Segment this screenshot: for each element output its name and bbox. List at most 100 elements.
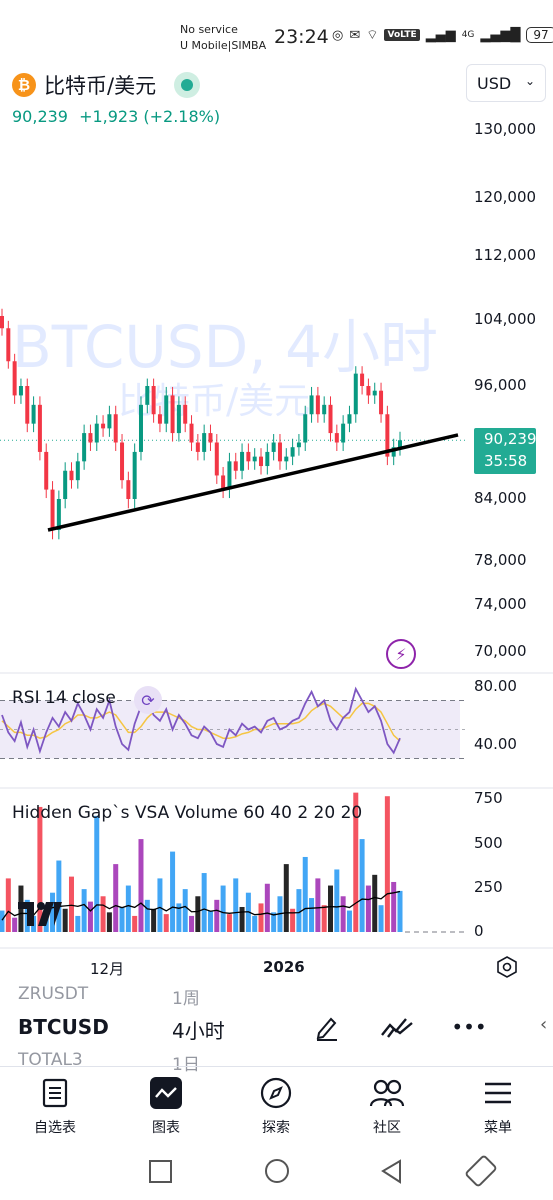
symbol-name[interactable]: 比特币/美元 bbox=[44, 74, 157, 98]
candle-body bbox=[398, 440, 402, 448]
candle-body bbox=[379, 390, 384, 415]
rsi-level-80: 80.00 bbox=[474, 677, 517, 695]
candle-body bbox=[227, 461, 232, 490]
carrier-line-1: No service bbox=[180, 23, 238, 36]
volume-bar bbox=[56, 860, 62, 932]
candle-body bbox=[246, 451, 251, 462]
price-chart[interactable] bbox=[0, 100, 553, 980]
current-symbol[interactable]: BTCUSD bbox=[18, 1015, 109, 1039]
volume-bar bbox=[296, 889, 302, 932]
more-button[interactable]: ••• bbox=[451, 1010, 487, 1044]
next-symbol[interactable]: TOTAL3 bbox=[18, 1050, 83, 1070]
bitcoin-icon: ₿ bbox=[12, 73, 36, 97]
currency-select[interactable]: USD ⌄ bbox=[466, 64, 546, 102]
nav-chart[interactable]: 图表 bbox=[126, 1075, 206, 1137]
volume-title[interactable]: Hidden Gap`s VSA Volume 60 40 2 20 20 bbox=[12, 803, 363, 823]
candle-body bbox=[372, 390, 377, 396]
price-axis-label: 130,000 bbox=[474, 120, 537, 138]
current-interval[interactable]: 4小时 bbox=[172, 1019, 225, 1043]
candle-body bbox=[0, 316, 4, 329]
market-open-icon[interactable] bbox=[174, 72, 201, 98]
nav-community-label: 社区 bbox=[373, 1120, 401, 1136]
candle-body bbox=[214, 442, 219, 476]
candle-body bbox=[101, 423, 106, 429]
nav-explore[interactable]: 探索 bbox=[236, 1075, 316, 1137]
nav-watchlist[interactable]: 自选表 bbox=[15, 1075, 95, 1137]
system-nav-bar bbox=[149, 1155, 497, 1187]
candle-body bbox=[208, 433, 213, 443]
price-summary: 90,239 +1,923 (+2.18%) bbox=[12, 107, 220, 126]
candle-body bbox=[240, 451, 245, 471]
rsi-title[interactable]: RSI 14 close bbox=[12, 688, 116, 708]
more-icon: ••• bbox=[451, 1015, 487, 1039]
chart-settings-icon[interactable] bbox=[496, 956, 518, 978]
volume-ma-line bbox=[1, 890, 401, 921]
symbol-header[interactable]: ₿ 比特币/美元 bbox=[12, 70, 201, 100]
candle-body bbox=[328, 404, 333, 434]
nav-explore-label: 探索 bbox=[262, 1120, 290, 1136]
candle-body bbox=[6, 328, 11, 362]
network-type: 4G bbox=[461, 30, 475, 40]
volume-bar bbox=[302, 856, 308, 932]
price-tag-value: 90,239 bbox=[484, 430, 537, 448]
candle-body bbox=[170, 395, 175, 434]
volume-bar bbox=[384, 796, 390, 932]
candle-body bbox=[303, 414, 308, 443]
volume-bar bbox=[132, 915, 138, 932]
candle-body bbox=[265, 451, 270, 467]
candle-body bbox=[385, 414, 390, 457]
battery-indicator: 97 bbox=[526, 27, 553, 43]
candle-body bbox=[94, 423, 99, 443]
next-interval[interactable]: 1日 bbox=[172, 1055, 200, 1075]
candle-body bbox=[271, 442, 276, 452]
support-trendline bbox=[47, 433, 459, 532]
refresh-icon[interactable]: ⟳ bbox=[134, 686, 162, 714]
price-change: +1,923 (+2.18%) bbox=[79, 107, 221, 126]
volume-bar bbox=[340, 896, 346, 932]
price-axis-label: 112,000 bbox=[474, 246, 537, 264]
candle-body bbox=[138, 404, 143, 452]
volume-bar bbox=[119, 906, 125, 932]
candle-body bbox=[37, 404, 42, 452]
carrier-line-2: U Mobile|SIMBA bbox=[180, 39, 267, 52]
candle-body bbox=[12, 361, 17, 396]
candle-body bbox=[164, 395, 169, 424]
nav-community[interactable]: 社区 bbox=[347, 1075, 427, 1137]
wifi-icon: ⌔ bbox=[366, 28, 379, 43]
volte-badge: VoLTE bbox=[384, 29, 420, 41]
candle-body bbox=[259, 456, 264, 467]
volume-bar bbox=[50, 892, 56, 932]
price-axis-label: 70,000 bbox=[474, 642, 527, 660]
candle-body bbox=[132, 451, 137, 499]
home-icon[interactable] bbox=[265, 1159, 289, 1183]
nav-watchlist-label: 自选表 bbox=[34, 1120, 76, 1136]
lightning-icon[interactable]: ⚡ bbox=[386, 639, 416, 669]
candle-body bbox=[113, 414, 118, 443]
tradingview-logo bbox=[18, 900, 64, 930]
prev-interval[interactable]: 1周 bbox=[172, 989, 200, 1009]
nav-menu[interactable]: 菜单 bbox=[458, 1075, 538, 1137]
candle-body bbox=[44, 451, 49, 490]
indicators-icon bbox=[381, 1018, 413, 1038]
recents-icon[interactable] bbox=[149, 1160, 172, 1183]
rotate-icon[interactable] bbox=[465, 1155, 497, 1187]
volume-bar bbox=[113, 864, 119, 932]
price-axis-label: 120,000 bbox=[474, 188, 537, 206]
draw-tool-button[interactable] bbox=[310, 1010, 344, 1044]
back-icon[interactable] bbox=[381, 1159, 401, 1184]
vol-label-0: 0 bbox=[474, 922, 484, 940]
volume-bar bbox=[258, 903, 264, 932]
candle-body bbox=[195, 442, 200, 452]
indicators-button[interactable] bbox=[380, 1010, 414, 1044]
pen-icon bbox=[316, 1017, 337, 1041]
candle-body bbox=[296, 442, 301, 448]
candle-body bbox=[322, 404, 327, 415]
volume-bar bbox=[346, 910, 352, 932]
collapse-arrow-icon[interactable]: ‹ bbox=[540, 1014, 548, 1035]
volume-bar bbox=[271, 912, 277, 932]
candle-body bbox=[315, 395, 320, 415]
chevron-down-icon: ⌄ bbox=[524, 74, 535, 88]
prev-symbol[interactable]: ZRUSDT bbox=[18, 984, 89, 1004]
candle-body bbox=[69, 470, 74, 481]
volume-bar bbox=[81, 889, 87, 932]
